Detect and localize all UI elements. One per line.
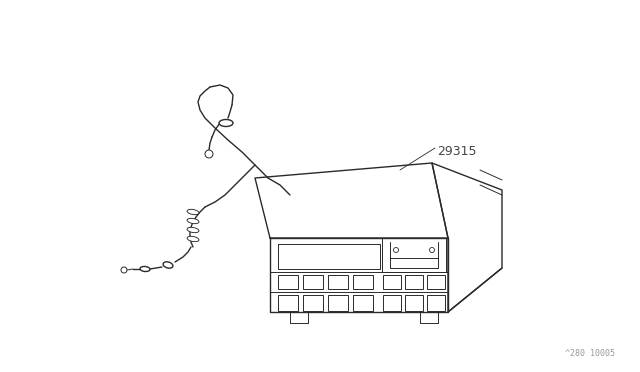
Ellipse shape	[187, 218, 199, 224]
Circle shape	[121, 267, 127, 273]
Bar	[405, 275, 423, 289]
Bar	[383, 295, 401, 311]
Bar	[427, 295, 445, 311]
Text: 29315: 29315	[437, 145, 477, 158]
Ellipse shape	[187, 227, 199, 232]
Ellipse shape	[187, 209, 199, 215]
Bar	[303, 275, 323, 289]
Bar	[353, 295, 373, 311]
Ellipse shape	[140, 266, 150, 272]
Bar	[353, 275, 373, 289]
Ellipse shape	[163, 262, 173, 268]
Bar	[383, 275, 401, 289]
Bar	[303, 295, 323, 311]
Text: ^280 10005: ^280 10005	[565, 349, 615, 358]
Bar	[405, 295, 423, 311]
Bar	[328, 295, 348, 311]
Bar	[278, 275, 298, 289]
Ellipse shape	[219, 119, 233, 126]
Ellipse shape	[187, 236, 199, 242]
Circle shape	[205, 150, 213, 158]
Bar	[328, 275, 348, 289]
Bar	[278, 295, 298, 311]
Bar	[427, 275, 445, 289]
